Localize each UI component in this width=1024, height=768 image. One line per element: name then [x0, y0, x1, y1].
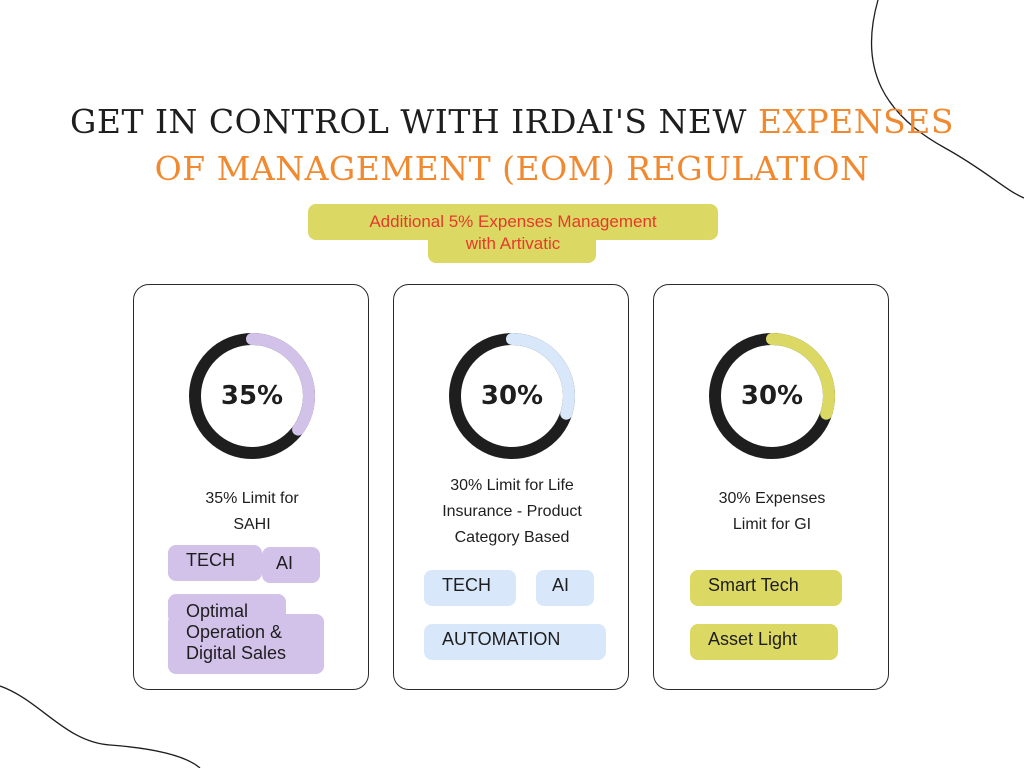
donut-percent-label: 35% [220, 381, 284, 411]
tag-asset-light: Asset Light [690, 624, 838, 660]
additional-expenses-callout: Additional 5% Expenses Management with A… [308, 204, 718, 266]
callout-background [308, 204, 718, 263]
donut-arc [189, 333, 315, 459]
tag-automation: AUTOMATION [424, 624, 606, 660]
tag-optimal-operation-digital-sales: Optimal Operation & Digital Sales [186, 601, 326, 664]
caption-line: 30% Limit for Life [450, 477, 574, 494]
tag-ai: AI [262, 547, 320, 583]
title-line1-dark: GET IN CONTROL WITH IRDAI'S NEW [70, 102, 758, 141]
caption-line: 30% Expenses [718, 490, 826, 507]
tag-smart-tech: Smart Tech [690, 570, 842, 606]
card-gi: 30% 30% Expenses Limit for GI Smart Tech… [653, 284, 889, 690]
card-life-insurance: 30% 30% Limit for Life Insurance - Produ… [393, 284, 629, 690]
page-title: GET IN CONTROL WITH IRDAI'S NEW EXPENSES… [0, 98, 1024, 192]
tag-tech: TECH [424, 570, 516, 606]
card-caption: 30% Limit for Life Insurance - Product C… [404, 473, 620, 551]
tag-tech: TECH [168, 545, 262, 581]
caption-line: Category Based [454, 529, 570, 546]
donut-arc [449, 333, 575, 459]
callout-text: Additional 5% Expenses Management with A… [308, 211, 718, 255]
tag-background [168, 594, 324, 674]
donut-chart: 30% [705, 329, 839, 463]
title-line2-accent: OF MANAGEMENT (EOM) REGULATION [154, 149, 870, 188]
tag-ai: AI [536, 570, 594, 606]
tag-line: Operation & [186, 622, 283, 642]
caption-line: Limit for GI [732, 516, 812, 533]
tag-line: Digital Sales [186, 643, 287, 663]
tag-line: Optimal [186, 601, 249, 621]
donut-chart: 35% [185, 329, 319, 463]
donut-arc [709, 333, 835, 459]
donut-percent-label: 30% [740, 381, 804, 411]
callout-line1: Additional 5% Expenses Management [369, 212, 657, 231]
caption-line: SAHI [233, 516, 271, 533]
card-sahi: 35% 35% Limit for SAHI TECH AI Optimal O… [133, 284, 369, 690]
caption-line: 35% Limit for [205, 490, 299, 507]
card-caption: 30% Expenses Limit for GI [664, 486, 880, 538]
donut-percent-label: 30% [480, 381, 544, 411]
card-caption: 35% Limit for SAHI [144, 486, 360, 538]
title-line1-accent: EXPENSES [757, 102, 954, 141]
donut-chart: 30% [445, 329, 579, 463]
callout-line2: with Artivatic [465, 234, 561, 253]
caption-line: Insurance - Product [442, 503, 582, 520]
